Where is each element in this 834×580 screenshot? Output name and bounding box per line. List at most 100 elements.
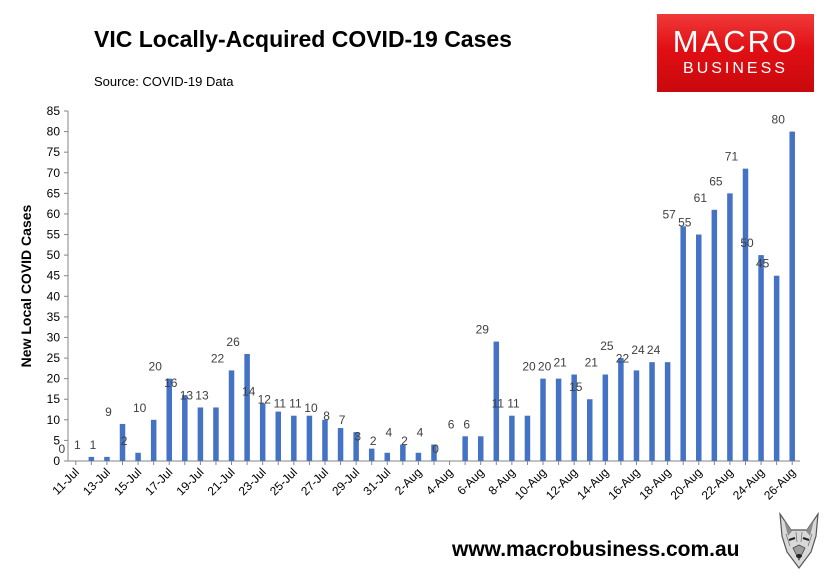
- data-label: 11: [507, 397, 520, 411]
- bar: [353, 432, 359, 461]
- bar: [119, 423, 126, 461]
- data-label: 25: [600, 339, 614, 353]
- x-tick-label: 12-Aug: [543, 465, 580, 502]
- y-tick-label: 75: [47, 145, 61, 159]
- x-tick-label: 23-Jul: [236, 465, 269, 498]
- bar: [711, 209, 718, 461]
- data-label: 3: [354, 430, 361, 444]
- bar: [135, 452, 141, 461]
- bar: [649, 362, 655, 461]
- data-label: 24: [647, 343, 661, 357]
- bar: [789, 131, 795, 461]
- y-axis-title: New Local COVID Cases: [18, 204, 34, 367]
- bar: [742, 168, 749, 461]
- bar: [244, 353, 250, 461]
- bar: [509, 415, 515, 461]
- bar: [602, 374, 609, 461]
- data-label: 9: [105, 405, 112, 419]
- bar: [773, 275, 780, 461]
- data-label: 45: [756, 257, 770, 271]
- bar: [213, 407, 219, 461]
- y-tick-label: 80: [47, 125, 61, 139]
- y-tick-label: 30: [47, 330, 61, 344]
- data-label: 7: [339, 413, 346, 427]
- data-label: 16: [164, 376, 178, 390]
- bar: [727, 193, 733, 461]
- bar: [228, 370, 235, 461]
- x-tick-label: 24-Aug: [730, 465, 767, 502]
- macrobusiness-logo: MACRO BUSINESS: [657, 14, 814, 92]
- logo-line-macro: MACRO: [672, 24, 799, 59]
- x-tick-label: 14-Aug: [574, 465, 611, 502]
- bar: [571, 374, 577, 461]
- bar: [322, 419, 328, 461]
- data-label: 0: [432, 442, 439, 456]
- bar: [291, 415, 297, 461]
- y-tick-label: 0: [53, 454, 60, 468]
- bar: [150, 419, 157, 461]
- y-tick-label: 85: [47, 104, 61, 118]
- bar: [477, 436, 484, 461]
- chart-title: VIC Locally-Acquired COVID-19 Cases: [94, 26, 512, 52]
- x-tick-label: 11-Jul: [50, 465, 82, 497]
- x-tick-label: 25-Jul: [267, 465, 300, 498]
- data-label: 2: [121, 434, 128, 448]
- data-label: 22: [211, 351, 225, 365]
- bar: [275, 411, 282, 461]
- x-tick-label: 15-Jul: [111, 465, 144, 498]
- y-tick-label: 50: [47, 248, 61, 262]
- data-label: 13: [195, 388, 209, 402]
- y-tick-label: 5: [53, 433, 60, 447]
- data-label: 6: [463, 417, 470, 431]
- x-tick-label: 27-Jul: [298, 465, 331, 498]
- data-label: 21: [585, 356, 599, 370]
- x-tick-label: 2-Aug: [392, 465, 425, 498]
- bar: [758, 255, 764, 461]
- data-label: 29: [476, 323, 490, 337]
- data-label: 24: [631, 343, 645, 357]
- data-label: 6: [448, 417, 455, 431]
- bars: [88, 131, 795, 461]
- data-label: 26: [226, 335, 240, 349]
- data-label: 65: [709, 174, 723, 188]
- y-tick-label: 65: [47, 186, 61, 200]
- bar: [462, 436, 468, 461]
- y-tick-label: 10: [47, 413, 61, 427]
- bar: [555, 378, 562, 461]
- y-tick-label: 35: [47, 310, 61, 324]
- data-label: 8: [323, 409, 330, 423]
- bar: [166, 378, 172, 461]
- bar: [182, 395, 188, 461]
- bar: [259, 403, 266, 461]
- bar: [384, 452, 391, 461]
- data-label: 50: [740, 236, 754, 250]
- data-label: 0: [58, 442, 65, 456]
- bar: [618, 358, 624, 461]
- y-tick-label: 40: [47, 289, 61, 303]
- x-tick-label: 16-Aug: [605, 465, 642, 502]
- logo-line-business: BUSINESS: [683, 60, 788, 77]
- bar: [400, 444, 406, 461]
- source-note: Source: COVID-19 Data: [94, 74, 234, 89]
- y-tick-label: 15: [47, 392, 61, 406]
- data-label: 55: [678, 216, 692, 230]
- x-tick-label: 21-Jul: [205, 465, 238, 498]
- x-tick-label: 31-Jul: [360, 465, 393, 498]
- data-label: 2: [370, 434, 377, 448]
- data-label: 11: [289, 397, 302, 411]
- bar: [337, 428, 344, 461]
- website-url: www.macrobusiness.com.au: [452, 538, 740, 561]
- x-tick-label: 26-Aug: [761, 465, 798, 502]
- wolf-head-icon: [779, 512, 819, 569]
- data-label: 11: [274, 397, 287, 411]
- x-tick-label: 10-Aug: [512, 465, 549, 502]
- x-axis: 11-Jul13-Jul15-Jul17-Jul19-Jul21-Jul23-J…: [50, 460, 800, 502]
- x-tick-label: 13-Jul: [80, 465, 113, 498]
- data-label: 10: [304, 401, 318, 415]
- bar: [88, 456, 95, 461]
- data-label: 12: [258, 393, 272, 407]
- bar: [540, 378, 546, 461]
